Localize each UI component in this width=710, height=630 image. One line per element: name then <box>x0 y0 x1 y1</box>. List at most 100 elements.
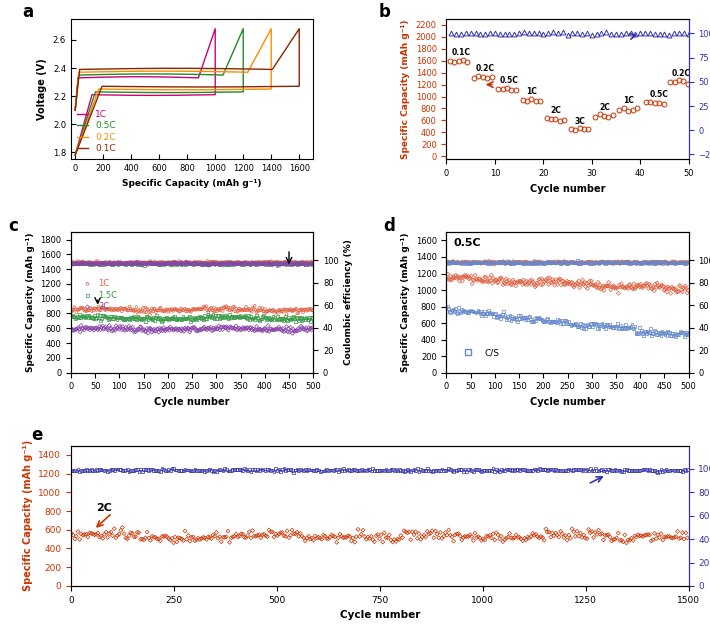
0.1C <box>136 65 145 72</box>
Point <box>581 465 593 475</box>
Point <box>591 257 602 267</box>
Point <box>84 466 95 476</box>
Point <box>458 258 469 268</box>
Point <box>90 259 102 269</box>
Point <box>407 527 418 537</box>
1C <box>273 306 285 316</box>
Point <box>647 257 658 267</box>
Point <box>652 278 663 288</box>
0.5C <box>82 118 90 126</box>
Point <box>567 257 579 267</box>
Point <box>82 258 93 268</box>
Point <box>503 275 515 285</box>
Point <box>480 258 491 268</box>
Point <box>491 258 503 268</box>
Point <box>275 258 286 268</box>
Point <box>530 280 542 290</box>
Point <box>644 279 655 289</box>
Point <box>226 533 237 543</box>
1C <box>69 302 80 312</box>
1C <box>243 304 254 314</box>
Point <box>245 258 256 268</box>
Point <box>106 258 118 268</box>
Point <box>115 258 126 268</box>
Point <box>144 258 155 268</box>
1C <box>96 302 107 312</box>
Point <box>240 259 251 269</box>
1.5C <box>232 312 244 322</box>
2C <box>141 323 153 333</box>
2C <box>120 323 131 333</box>
1.5C <box>272 311 283 321</box>
C/S <box>480 311 491 321</box>
Point <box>117 258 129 268</box>
2C <box>70 324 81 335</box>
Point <box>220 258 231 268</box>
C/S <box>557 318 569 328</box>
Point <box>530 258 541 268</box>
2C <box>263 321 274 331</box>
1C <box>253 303 265 313</box>
Point <box>289 258 300 268</box>
Point <box>655 281 667 291</box>
Point <box>99 466 110 476</box>
Point <box>563 277 574 287</box>
Point <box>247 258 258 268</box>
Point <box>551 258 562 268</box>
1C <box>106 306 117 316</box>
Point <box>281 526 293 536</box>
Point <box>87 466 99 476</box>
Point <box>467 257 479 267</box>
Point <box>652 530 663 540</box>
Point <box>672 258 683 268</box>
Point <box>303 260 315 270</box>
1C <box>82 306 94 316</box>
1.5C <box>215 312 226 323</box>
Point <box>127 258 138 268</box>
Point <box>639 464 650 474</box>
Point <box>304 258 315 268</box>
Point <box>677 527 688 537</box>
Point <box>498 256 509 266</box>
Point <box>554 274 565 284</box>
Point <box>464 273 476 283</box>
Point <box>331 464 342 474</box>
Point <box>271 259 282 269</box>
Point <box>594 465 606 475</box>
Point <box>591 283 603 293</box>
Point <box>144 256 155 266</box>
C/S <box>605 322 616 332</box>
2C <box>133 324 145 335</box>
2C <box>190 324 201 335</box>
Point <box>524 258 535 268</box>
Point <box>262 464 273 474</box>
1.5C <box>307 313 318 323</box>
Point <box>476 277 488 287</box>
Point <box>501 258 512 268</box>
Point <box>191 535 202 545</box>
Point <box>276 258 288 268</box>
Point <box>619 530 630 540</box>
Point <box>284 260 295 270</box>
2C <box>152 324 163 334</box>
Point <box>679 284 690 294</box>
2C <box>103 325 114 335</box>
Point <box>253 259 264 269</box>
C/S <box>682 330 694 340</box>
Point <box>266 259 278 269</box>
Point <box>148 257 160 267</box>
Point <box>214 260 225 270</box>
1.5C <box>80 312 92 322</box>
Point <box>200 259 211 269</box>
1.5C <box>268 312 279 322</box>
Point <box>677 257 688 267</box>
1C <box>290 304 301 314</box>
1C <box>80 306 92 316</box>
Point <box>118 259 129 269</box>
Point <box>650 534 662 544</box>
Point <box>204 259 216 269</box>
Point <box>504 529 515 539</box>
Point <box>652 257 663 267</box>
Point <box>618 258 629 268</box>
Point <box>112 259 124 269</box>
